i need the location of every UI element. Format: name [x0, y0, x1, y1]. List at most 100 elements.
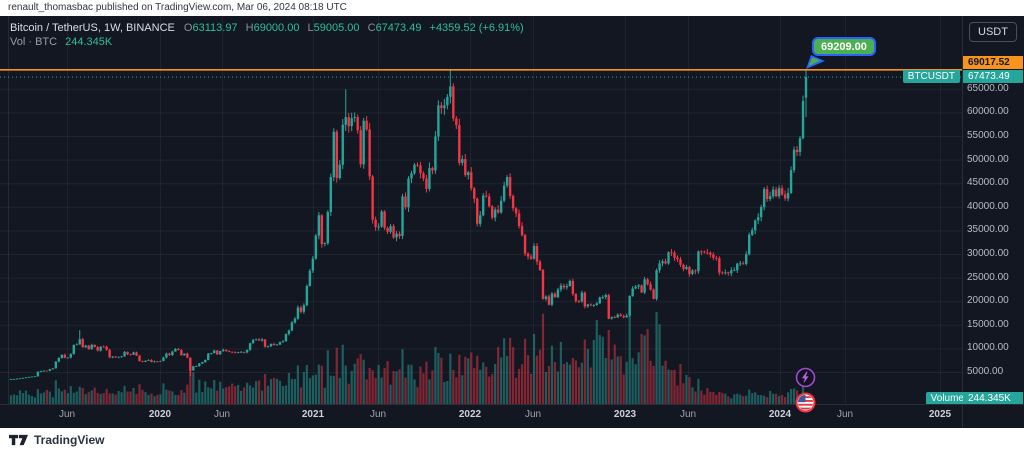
candle[interactable]: [392, 224, 395, 239]
candle[interactable]: [479, 211, 482, 227]
volume-bar[interactable]: [93, 387, 96, 404]
volume-bar[interactable]: [368, 368, 371, 404]
volume-bar[interactable]: [254, 381, 258, 404]
candle[interactable]: [625, 313, 628, 318]
volume-bar[interactable]: [703, 394, 706, 404]
candle[interactable]: [574, 293, 578, 303]
volume-bar[interactable]: [491, 374, 494, 404]
candle[interactable]: [482, 193, 485, 217]
candle[interactable]: [520, 222, 524, 237]
volume-bar[interactable]: [275, 378, 279, 404]
volume-bar[interactable]: [9, 395, 13, 404]
volume-bar[interactable]: [416, 387, 419, 404]
candle[interactable]: [622, 314, 625, 319]
candle[interactable]: [496, 205, 500, 214]
volume-bar[interactable]: [317, 364, 320, 404]
candle[interactable]: [156, 361, 159, 363]
volume-bar[interactable]: [216, 390, 219, 404]
candle[interactable]: [407, 176, 410, 212]
volume-bar[interactable]: [783, 397, 787, 404]
candle[interactable]: [260, 338, 264, 342]
candle[interactable]: [195, 365, 198, 367]
volume-bar[interactable]: [266, 385, 270, 404]
volume-bar[interactable]: [249, 385, 252, 405]
candle[interactable]: [658, 260, 661, 273]
volume-bar[interactable]: [105, 388, 108, 404]
volume-bar[interactable]: [446, 381, 449, 404]
volume-bar[interactable]: [204, 381, 207, 405]
volume-bar[interactable]: [24, 390, 28, 404]
volume-bar[interactable]: [473, 367, 476, 404]
candle[interactable]: [529, 253, 533, 260]
candle[interactable]: [592, 304, 595, 307]
volume-bar[interactable]: [177, 395, 180, 404]
volume-bar[interactable]: [314, 374, 317, 404]
candle[interactable]: [353, 112, 356, 123]
volume-bar[interactable]: [786, 392, 790, 404]
candle[interactable]: [147, 359, 150, 361]
candle[interactable]: [661, 259, 664, 267]
volume-bar[interactable]: [389, 384, 392, 404]
volume-bar[interactable]: [33, 397, 37, 404]
volume-bar[interactable]: [102, 393, 105, 404]
candle[interactable]: [233, 351, 237, 354]
volume-bar[interactable]: [440, 357, 443, 404]
volume-bar[interactable]: [523, 338, 527, 404]
volume-bar[interactable]: [556, 371, 560, 404]
volume-bar[interactable]: [36, 389, 39, 404]
candle[interactable]: [449, 69, 452, 104]
candle[interactable]: [302, 303, 306, 314]
volume-bar[interactable]: [514, 377, 518, 404]
volume-bar[interactable]: [697, 378, 700, 404]
candle[interactable]: [718, 256, 721, 276]
volume-bar[interactable]: [383, 368, 386, 404]
volume-bar[interactable]: [192, 372, 195, 404]
volume-bar[interactable]: [338, 378, 341, 404]
volume-bar[interactable]: [123, 385, 126, 404]
volume-bar[interactable]: [562, 364, 566, 404]
candle[interactable]: [141, 360, 144, 363]
volume-bar[interactable]: [640, 334, 643, 404]
volume-bar[interactable]: [437, 352, 440, 404]
candle[interactable]: [556, 287, 560, 299]
volume-bar[interactable]: [646, 329, 649, 404]
candle[interactable]: [419, 161, 422, 179]
candle[interactable]: [721, 271, 724, 275]
volume-bar[interactable]: [323, 387, 326, 404]
volume-bar[interactable]: [344, 365, 347, 405]
volume-bar[interactable]: [272, 377, 276, 404]
volume-bar[interactable]: [147, 394, 150, 404]
candle[interactable]: [745, 251, 748, 266]
volume-bar[interactable]: [398, 369, 401, 404]
candle[interactable]: [314, 233, 318, 260]
volume-bar[interactable]: [168, 390, 171, 404]
candle[interactable]: [81, 337, 84, 348]
candle[interactable]: [517, 209, 521, 229]
candle[interactable]: [129, 353, 132, 356]
candle[interactable]: [643, 276, 646, 294]
candle[interactable]: [679, 256, 682, 268]
candle[interactable]: [111, 356, 114, 359]
candle[interactable]: [759, 204, 763, 222]
volume-bar[interactable]: [482, 362, 485, 405]
candle[interactable]: [48, 368, 52, 372]
candle[interactable]: [425, 174, 428, 193]
volume-bar[interactable]: [356, 358, 359, 404]
candle[interactable]: [138, 355, 141, 362]
tradingview-logo-icon[interactable]: [9, 434, 28, 446]
candle[interactable]: [634, 285, 637, 290]
volume-bar[interactable]: [237, 384, 240, 404]
volume-bar[interactable]: [302, 372, 305, 404]
volume-bar[interactable]: [574, 360, 577, 404]
volume-bar[interactable]: [87, 392, 90, 404]
candle[interactable]: [607, 293, 610, 320]
volume-bar[interactable]: [431, 370, 434, 404]
volume-bar[interactable]: [789, 389, 793, 404]
candle[interactable]: [219, 350, 222, 355]
volume-bar[interactable]: [497, 347, 500, 404]
candle[interactable]: [511, 194, 515, 212]
volume-bar[interactable]: [532, 334, 536, 404]
volume-bar[interactable]: [688, 377, 691, 404]
volume-bar[interactable]: [565, 362, 568, 404]
volume-bar[interactable]: [559, 341, 563, 404]
